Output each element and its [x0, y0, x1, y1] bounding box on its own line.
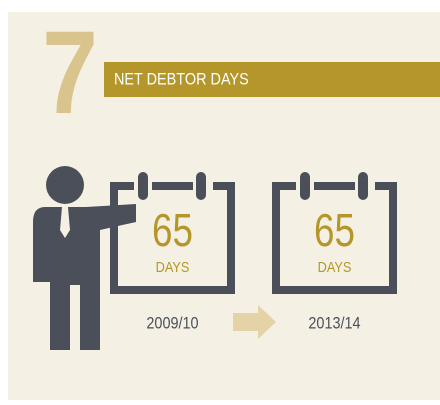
period-label: 2009/10: [146, 314, 198, 332]
calendar: [272, 182, 397, 294]
calendar-ring: [300, 172, 310, 200]
section-number: 7: [42, 8, 98, 139]
calendar-ring: [138, 172, 148, 200]
days-unit: DAYS: [318, 258, 352, 275]
person-icon: [33, 166, 136, 350]
period-label: 2013/14: [308, 314, 360, 332]
days-value: 65: [152, 204, 193, 256]
calendar-ring: [196, 172, 206, 200]
calendar-ring: [358, 172, 368, 200]
arrow: [233, 305, 276, 339]
title-bar: [104, 62, 440, 97]
days-value: 65: [314, 204, 355, 256]
days-unit: DAYS: [156, 258, 190, 275]
title: NET DEBTOR DAYS: [114, 70, 249, 88]
calendar: [110, 182, 235, 294]
